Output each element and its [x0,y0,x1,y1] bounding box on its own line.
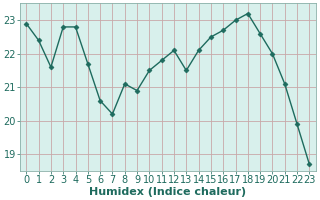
X-axis label: Humidex (Indice chaleur): Humidex (Indice chaleur) [89,187,246,197]
